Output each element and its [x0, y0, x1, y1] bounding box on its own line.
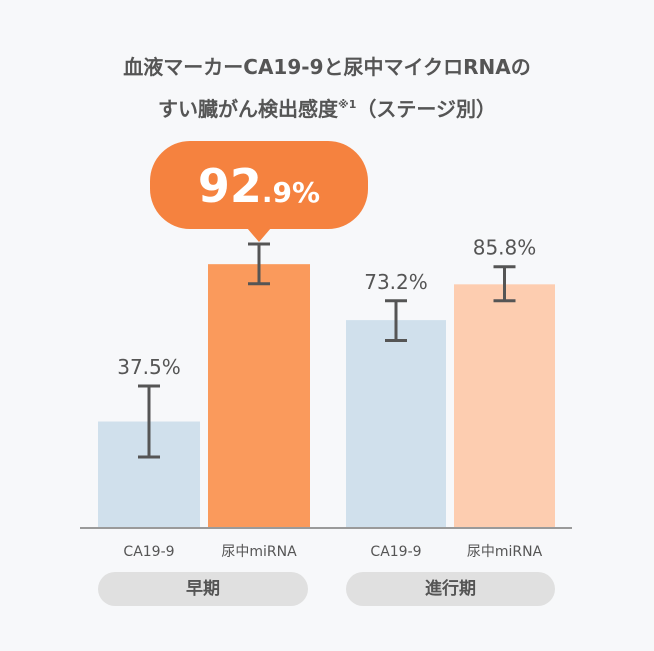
highlight-callout [150, 141, 368, 229]
group-label-advanced: 進行期 [346, 572, 555, 606]
footnote-marker: ※1 [338, 98, 357, 111]
chart-title-line2: すい臓がん検出感度※1（ステージ別） [0, 86, 654, 128]
chart-title-main: すい臓がん検出感度 [158, 97, 339, 121]
value-label-mirna-advanced: 85.8% [473, 236, 537, 260]
chart-title: 血液マーカーCA19-9と尿中マイクロRNAの すい臓がん検出感度※1（ステージ… [0, 48, 654, 128]
x-tick-label-ca19-9-early: CA19-9 [123, 544, 174, 560]
highlight-value-integer: 92 [198, 159, 262, 213]
x-tick-label-ca19-9-advanced: CA19-9 [370, 544, 421, 560]
highlight-value-decimal: .9% [262, 176, 320, 209]
bar-ca19-9-advanced [346, 320, 446, 528]
chart-title-line1: 血液マーカーCA19-9と尿中マイクロRNAの [123, 55, 531, 79]
value-label-ca19-9-early: 37.5% [117, 355, 181, 379]
value-label-ca19-9-advanced: 73.2% [364, 270, 428, 294]
chart-title-tail: （ステージ別） [356, 97, 496, 121]
highlight-callout-pointer [247, 228, 271, 242]
x-tick-label-mirna-early: 尿中miRNA [221, 544, 297, 560]
x-tick-label-mirna-advanced: 尿中miRNA [467, 544, 543, 560]
bar-mirna-advanced [454, 284, 555, 528]
highlight-value-label: 92.9% [198, 159, 320, 213]
bar-mirna-early [208, 264, 310, 528]
group-label-early: 早期 [98, 572, 308, 606]
